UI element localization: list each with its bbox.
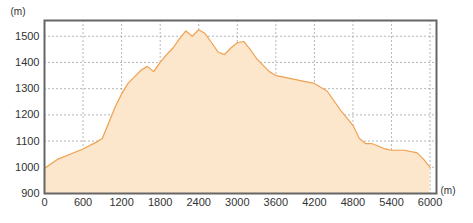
- svg-text:1800: 1800: [148, 196, 172, 208]
- svg-text:1200: 1200: [109, 196, 133, 208]
- svg-text:3000: 3000: [225, 196, 249, 208]
- svg-text:0: 0: [41, 196, 47, 208]
- svg-text:2400: 2400: [186, 196, 210, 208]
- svg-text:3600: 3600: [264, 196, 288, 208]
- svg-text:6000: 6000: [418, 196, 442, 208]
- svg-text:(m): (m): [441, 185, 456, 196]
- svg-text:1000: 1000: [15, 161, 39, 173]
- svg-text:900: 900: [21, 187, 39, 199]
- svg-text:1300: 1300: [15, 82, 39, 94]
- svg-text:4200: 4200: [302, 196, 326, 208]
- svg-text:600: 600: [74, 196, 92, 208]
- svg-text:(m): (m): [11, 6, 26, 17]
- svg-text:1500: 1500: [15, 30, 39, 42]
- svg-text:1100: 1100: [16, 135, 40, 147]
- svg-text:5400: 5400: [379, 196, 403, 208]
- svg-text:4800: 4800: [341, 196, 365, 208]
- svg-text:1400: 1400: [15, 56, 39, 68]
- svg-text:1200: 1200: [15, 108, 39, 120]
